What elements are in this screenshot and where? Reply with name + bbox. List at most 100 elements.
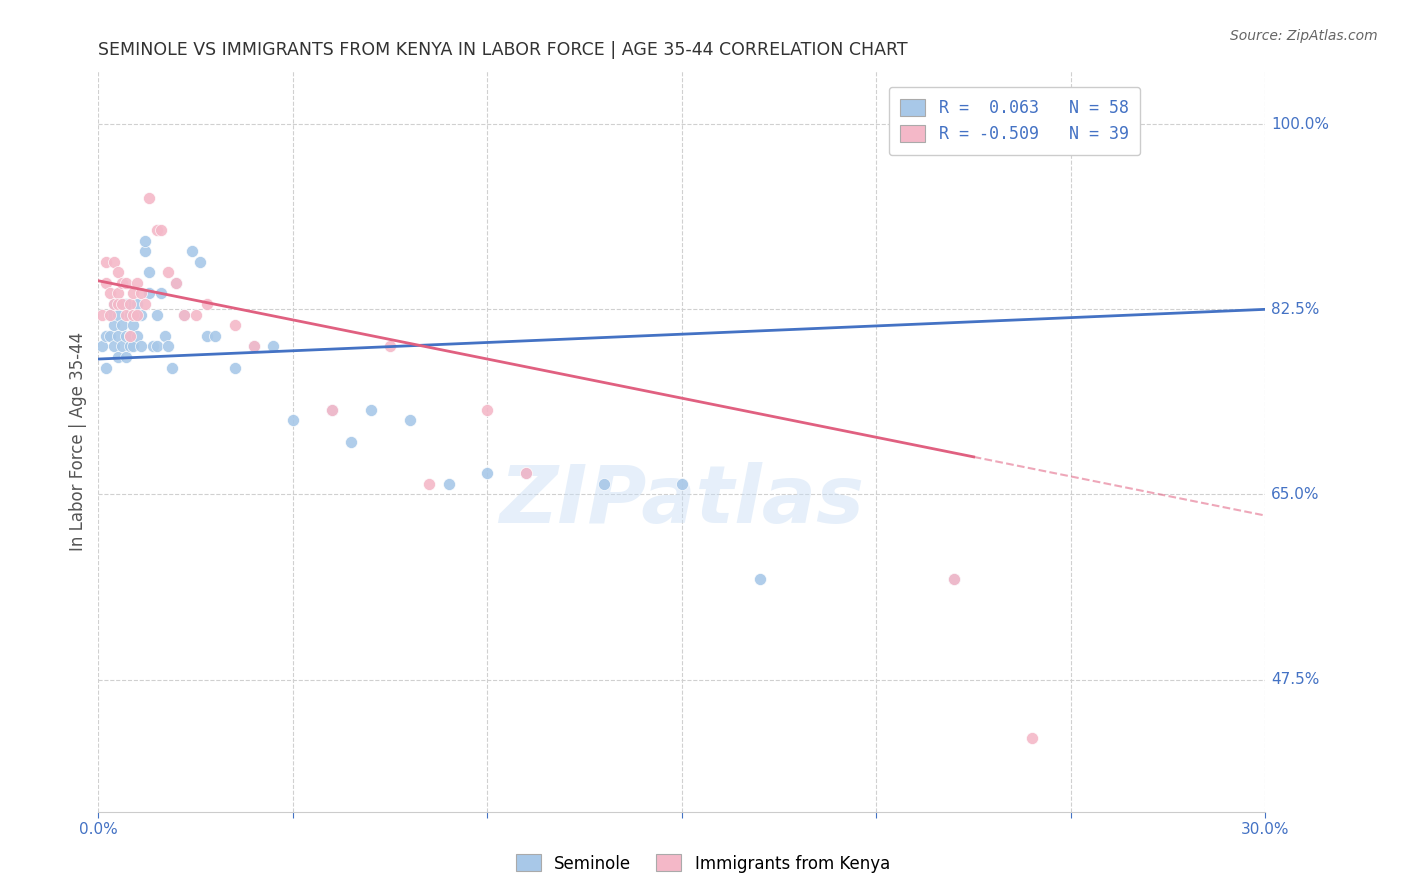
Point	[943, 572, 966, 586]
Point	[224, 360, 246, 375]
Point	[98, 328, 121, 343]
Point	[173, 308, 195, 322]
Point	[111, 276, 134, 290]
Point	[134, 244, 156, 259]
Point	[146, 308, 169, 322]
Legend: Seminole, Immigrants from Kenya: Seminole, Immigrants from Kenya	[509, 847, 897, 880]
Point	[127, 308, 149, 322]
Point	[149, 286, 172, 301]
Point	[157, 265, 180, 279]
Point	[107, 297, 129, 311]
Point	[122, 286, 145, 301]
Point	[107, 308, 129, 322]
Point	[593, 476, 616, 491]
Point	[98, 286, 121, 301]
Point	[118, 308, 141, 322]
Point	[340, 434, 363, 449]
Point	[1021, 731, 1043, 745]
Text: 65.0%: 65.0%	[1271, 487, 1320, 502]
Point	[103, 254, 125, 268]
Point	[127, 328, 149, 343]
Point	[111, 339, 134, 353]
Point	[118, 339, 141, 353]
Point	[515, 467, 537, 481]
Point	[138, 286, 160, 301]
Point	[96, 328, 118, 343]
Point	[138, 191, 160, 205]
Point	[262, 339, 284, 353]
Point	[122, 339, 145, 353]
Point	[162, 360, 184, 375]
Point	[515, 467, 537, 481]
Text: 47.5%: 47.5%	[1271, 672, 1320, 687]
Point	[138, 265, 160, 279]
Point	[114, 328, 136, 343]
Point	[118, 297, 141, 311]
Legend: R =  0.063   N = 58, R = -0.509   N = 39: R = 0.063 N = 58, R = -0.509 N = 39	[889, 87, 1140, 155]
Point	[96, 276, 118, 290]
Point	[103, 318, 125, 333]
Point	[243, 339, 266, 353]
Point	[114, 308, 136, 322]
Point	[127, 276, 149, 290]
Point	[111, 297, 134, 311]
Point	[146, 223, 169, 237]
Point	[477, 467, 499, 481]
Point	[98, 308, 121, 322]
Point	[107, 350, 129, 364]
Point	[91, 339, 114, 353]
Point	[103, 297, 125, 311]
Point	[157, 339, 180, 353]
Point	[1098, 117, 1121, 131]
Point	[671, 476, 693, 491]
Point	[149, 223, 172, 237]
Point	[173, 308, 195, 322]
Point	[127, 297, 149, 311]
Point	[129, 339, 152, 353]
Point	[360, 402, 382, 417]
Point	[96, 360, 118, 375]
Point	[91, 308, 114, 322]
Point	[129, 286, 152, 301]
Point	[103, 339, 125, 353]
Point	[107, 286, 129, 301]
Point	[243, 339, 266, 353]
Point	[748, 572, 770, 586]
Point	[321, 402, 343, 417]
Point	[96, 254, 118, 268]
Point	[146, 339, 169, 353]
Point	[111, 318, 134, 333]
Point	[118, 328, 141, 343]
Point	[129, 308, 152, 322]
Text: 100.0%: 100.0%	[1271, 117, 1329, 132]
Y-axis label: In Labor Force | Age 35-44: In Labor Force | Age 35-44	[69, 332, 87, 551]
Point	[281, 413, 304, 427]
Point	[142, 339, 165, 353]
Point	[195, 297, 218, 311]
Point	[180, 244, 202, 259]
Text: SEMINOLE VS IMMIGRANTS FROM KENYA IN LABOR FORCE | AGE 35-44 CORRELATION CHART: SEMINOLE VS IMMIGRANTS FROM KENYA IN LAB…	[98, 41, 908, 59]
Point	[118, 328, 141, 343]
Point	[165, 276, 187, 290]
Point	[943, 572, 966, 586]
Point	[107, 265, 129, 279]
Text: Source: ZipAtlas.com: Source: ZipAtlas.com	[1230, 29, 1378, 43]
Point	[195, 328, 218, 343]
Point	[184, 308, 207, 322]
Point	[134, 297, 156, 311]
Point	[134, 234, 156, 248]
Text: ZIPatlas: ZIPatlas	[499, 462, 865, 540]
Point	[98, 308, 121, 322]
Point	[398, 413, 420, 427]
Point	[153, 328, 176, 343]
Point	[477, 402, 499, 417]
Point	[122, 308, 145, 322]
Point	[114, 350, 136, 364]
Point	[380, 339, 402, 353]
Point	[224, 318, 246, 333]
Point	[204, 328, 226, 343]
Point	[437, 476, 460, 491]
Point	[321, 402, 343, 417]
Point	[122, 318, 145, 333]
Point	[165, 276, 187, 290]
